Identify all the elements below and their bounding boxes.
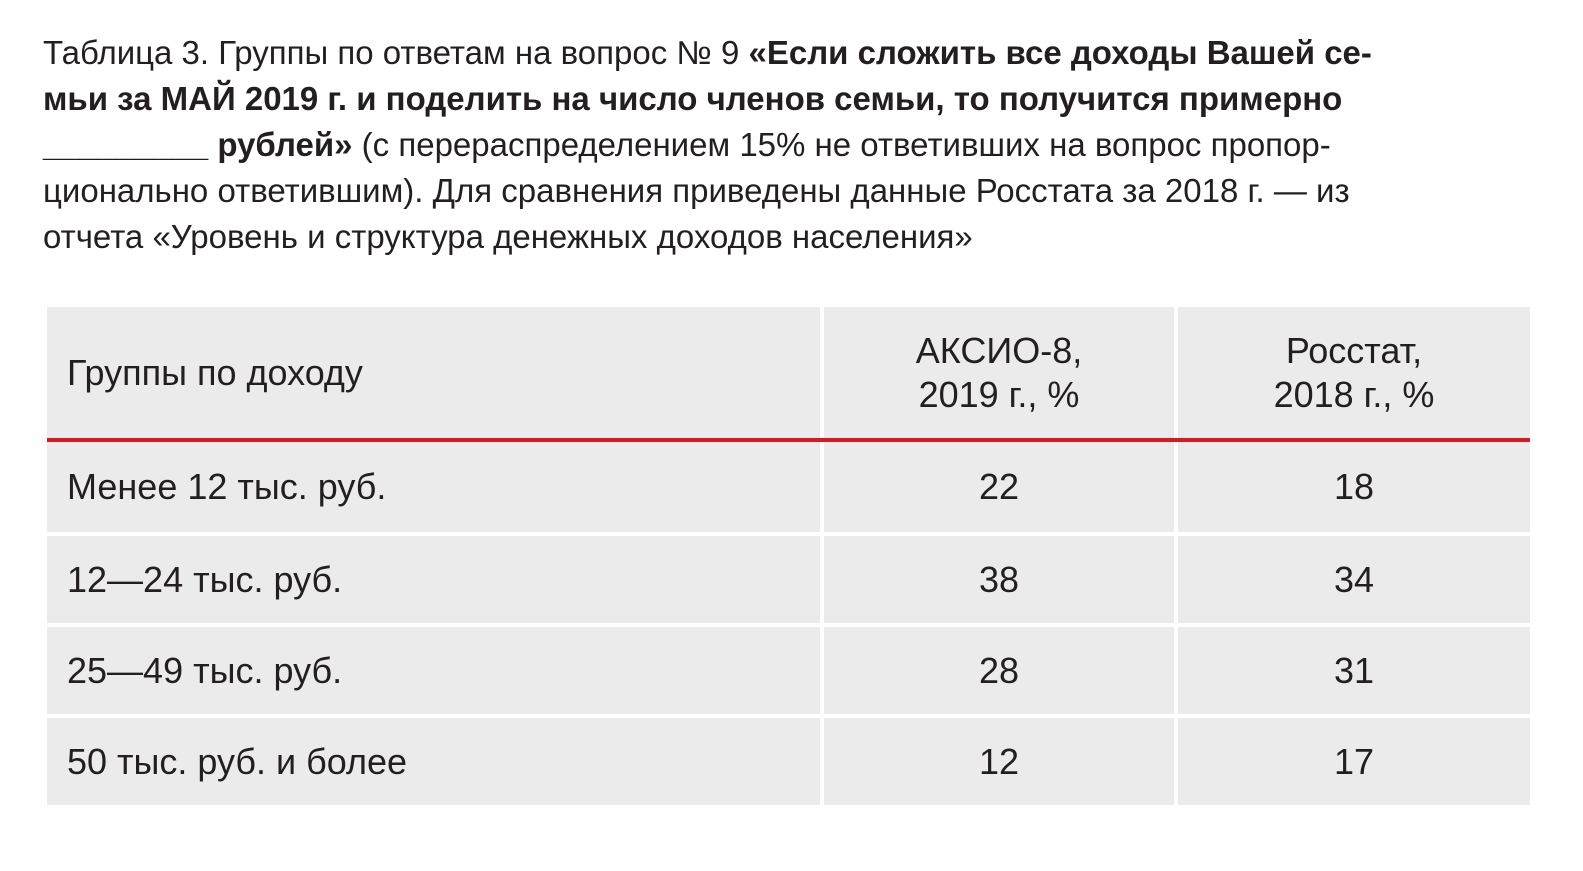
table-caption: Таблица 3. Группы по ответам на вопрос №… (43, 30, 1533, 260)
row-rosstat-value: 34 (1174, 532, 1530, 625)
row-aksio-value: 28 (820, 623, 1178, 716)
row-rosstat-value: 31 (1174, 623, 1530, 716)
data-table: Группы по доходу АКСИО-8, 2019 г., % Рос… (47, 307, 1530, 805)
row-income-group: 50 тыс. руб. и более (47, 714, 824, 805)
row-income-group: 25—49 тыс. руб. (47, 623, 824, 716)
row-aksio-value: 22 (820, 440, 1178, 534)
header-income-group: Группы по доходу (47, 307, 824, 442)
header-aksio: АКСИО-8, 2019 г., % (820, 307, 1178, 442)
caption-text: (с перераспределением 15% не ответивших … (352, 126, 1331, 163)
caption-line-2: мьи за МАЙ 2019 г. и поделить на число ч… (43, 76, 1533, 122)
caption-line-5: отчета «Уровень и структура денежных дох… (43, 218, 973, 255)
caption-line-3: _________ рублей» (с перераспределением … (43, 122, 1533, 168)
header-aksio-line-2: 2019 г., % (918, 373, 1080, 415)
caption-question-text: мьи за МАЙ 2019 г. и поделить на число ч… (43, 80, 1343, 117)
row-rosstat-value: 18 (1174, 440, 1530, 534)
table-row: 25—49 тыс. руб. 28 31 (47, 623, 1530, 716)
caption-line-4: ционально ответившим). Для сравнения при… (43, 172, 1350, 209)
row-aksio-value: 12 (820, 714, 1178, 805)
header-rosstat: Росстат, 2018 г., % (1174, 307, 1530, 442)
caption-line-1: Таблица 3. Группы по ответам на вопрос №… (43, 30, 1533, 76)
header-aksio-line-1: АКСИО-8, (915, 329, 1083, 371)
header-rosstat-line-2: 2018 г., % (1273, 373, 1435, 415)
row-income-group: 12—24 тыс. руб. (47, 532, 824, 625)
table-row: 50 тыс. руб. и более 12 17 (47, 714, 1530, 805)
header-rosstat-line-1: Росстат, (1285, 329, 1423, 371)
table-row: 12—24 тыс. руб. 38 34 (47, 532, 1530, 625)
row-income-group: Менее 12 тыс. руб. (47, 440, 824, 534)
caption-text: Таблица 3. Группы по ответам на вопрос №… (43, 34, 749, 71)
row-rosstat-value: 17 (1174, 714, 1530, 805)
table-row: Менее 12 тыс. руб. 22 18 (47, 440, 1530, 534)
row-aksio-value: 38 (820, 532, 1178, 625)
caption-question-text: _________ рублей» (43, 126, 353, 163)
table-header-row: Группы по доходу АКСИО-8, 2019 г., % Рос… (47, 307, 1530, 442)
caption-question-text: «Если сложить все доходы Вашей се- (748, 34, 1372, 71)
income-groups-table: Группы по доходу АКСИО-8, 2019 г., % Рос… (47, 307, 1530, 805)
